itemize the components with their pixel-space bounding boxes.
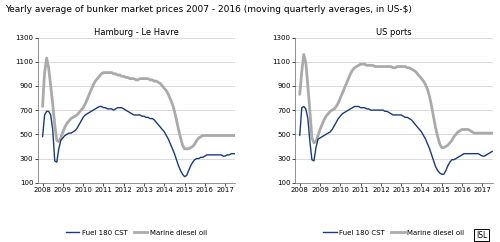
Legend: Fuel 180 CST, Marine diesel oil: Fuel 180 CST, Marine diesel oil <box>320 227 467 238</box>
Title: Hamburg - Le Havre: Hamburg - Le Havre <box>94 28 179 37</box>
Text: ISL: ISL <box>476 231 488 240</box>
Legend: Fuel 180 CST, Marine diesel oil: Fuel 180 CST, Marine diesel oil <box>63 227 210 238</box>
Title: US ports: US ports <box>376 28 412 37</box>
Text: Yearly average of bunker market prices 2007 - 2016 (moving quarterly averages, i: Yearly average of bunker market prices 2… <box>5 5 412 14</box>
